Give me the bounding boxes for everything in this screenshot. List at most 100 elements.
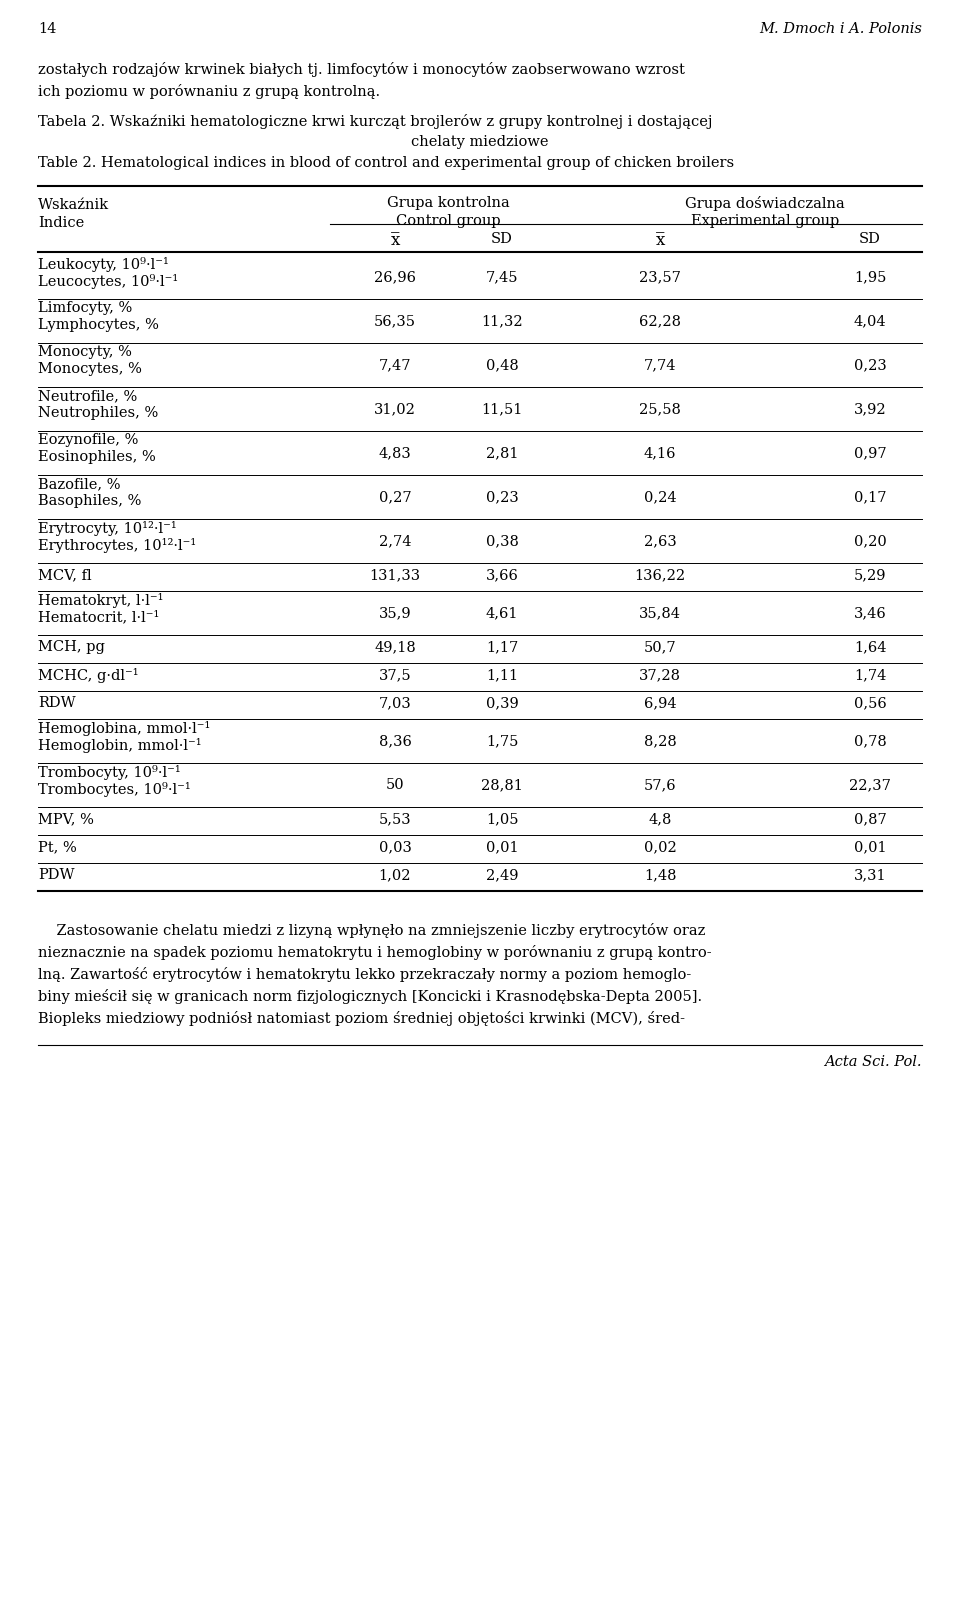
Text: 0,02: 0,02: [643, 840, 677, 854]
Text: 0,97: 0,97: [853, 446, 886, 460]
Text: Monocytes, %: Monocytes, %: [38, 361, 142, 376]
Text: 11,32: 11,32: [481, 314, 523, 327]
Text: 0,03: 0,03: [378, 840, 412, 854]
Text: SD: SD: [859, 232, 881, 246]
Text: 4,8: 4,8: [648, 812, 672, 827]
Text: 136,22: 136,22: [635, 567, 685, 582]
Text: Leucocytes, 10⁹·l⁻¹: Leucocytes, 10⁹·l⁻¹: [38, 274, 179, 289]
Text: 28,81: 28,81: [481, 778, 523, 793]
Text: RDW: RDW: [38, 695, 76, 710]
Text: 1,95: 1,95: [853, 271, 886, 284]
Text: 50,7: 50,7: [644, 640, 676, 653]
Text: Bazofile, %: Bazofile, %: [38, 477, 121, 491]
Text: 0,56: 0,56: [853, 695, 886, 710]
Text: Experimental group: Experimental group: [691, 214, 839, 229]
Text: Limfocyty, %: Limfocyty, %: [38, 302, 132, 314]
Text: Erythrocytes, 10¹²·l⁻¹: Erythrocytes, 10¹²·l⁻¹: [38, 538, 196, 553]
Text: 1,02: 1,02: [379, 867, 411, 882]
Text: 62,28: 62,28: [639, 314, 681, 327]
Text: 1,05: 1,05: [486, 812, 518, 827]
Text: 7,03: 7,03: [378, 695, 412, 710]
Text: Tabela 2. Wskaźniki hematologiczne krwi kurcząt brojlerów z grupy kontrolnej i d: Tabela 2. Wskaźniki hematologiczne krwi …: [38, 113, 712, 130]
Text: 131,33: 131,33: [370, 567, 420, 582]
Text: 0,78: 0,78: [853, 734, 886, 747]
Text: 0,39: 0,39: [486, 695, 518, 710]
Text: 4,16: 4,16: [644, 446, 676, 460]
Text: 8,28: 8,28: [643, 734, 677, 747]
Text: 0,48: 0,48: [486, 358, 518, 371]
Text: Eozynofile, %: Eozynofile, %: [38, 433, 138, 447]
Text: 56,35: 56,35: [374, 314, 416, 327]
Text: 7,74: 7,74: [644, 358, 676, 371]
Text: 2,74: 2,74: [379, 533, 411, 548]
Text: biny mieścił się w granicach norm fizjologicznych [Koncicki i Krasnodębska-Depta: biny mieścił się w granicach norm fizjol…: [38, 989, 702, 1003]
Text: Neutrophiles, %: Neutrophiles, %: [38, 405, 158, 420]
Text: Control group: Control group: [396, 214, 501, 229]
Text: SD: SD: [492, 232, 513, 246]
Text: Acta Sci. Pol.: Acta Sci. Pol.: [825, 1055, 922, 1068]
Text: 4,04: 4,04: [853, 314, 886, 327]
Text: 0,01: 0,01: [853, 840, 886, 854]
Text: 57,6: 57,6: [644, 778, 676, 793]
Text: lną. Zawartość erytrocytów i hematokrytu lekko przekraczały normy a poziom hemog: lną. Zawartość erytrocytów i hematokrytu…: [38, 968, 691, 982]
Text: x̅: x̅: [656, 232, 664, 250]
Text: 4,83: 4,83: [378, 446, 412, 460]
Text: 26,96: 26,96: [374, 271, 416, 284]
Text: 0,87: 0,87: [853, 812, 886, 827]
Text: 5,29: 5,29: [853, 567, 886, 582]
Text: 0,01: 0,01: [486, 840, 518, 854]
Text: 22,37: 22,37: [849, 778, 891, 793]
Text: MCHC, g·dl⁻¹: MCHC, g·dl⁻¹: [38, 668, 138, 682]
Text: Zastosowanie chelatu miedzi z lizyną wpłynęło na zmniejszenie liczby erytrocytów: Zastosowanie chelatu miedzi z lizyną wpł…: [38, 922, 706, 939]
Text: 11,51: 11,51: [481, 402, 522, 417]
Text: 1,75: 1,75: [486, 734, 518, 747]
Text: Indice: Indice: [38, 216, 84, 230]
Text: PDW: PDW: [38, 867, 75, 882]
Text: 35,9: 35,9: [378, 606, 411, 619]
Text: Trombocytes, 10⁹·l⁻¹: Trombocytes, 10⁹·l⁻¹: [38, 781, 191, 798]
Text: 1,11: 1,11: [486, 668, 518, 682]
Text: Hemoglobin, mmol·l⁻¹: Hemoglobin, mmol·l⁻¹: [38, 738, 202, 754]
Text: 50: 50: [386, 778, 404, 793]
Text: 3,66: 3,66: [486, 567, 518, 582]
Text: Hematokryt, l·l⁻¹: Hematokryt, l·l⁻¹: [38, 593, 163, 608]
Text: 7,47: 7,47: [379, 358, 411, 371]
Text: 3,46: 3,46: [853, 606, 886, 619]
Text: Grupa doświadczalna: Grupa doświadczalna: [685, 196, 845, 211]
Text: 35,84: 35,84: [639, 606, 681, 619]
Text: 3,31: 3,31: [853, 867, 886, 882]
Text: 2,81: 2,81: [486, 446, 518, 460]
Text: 37,28: 37,28: [639, 668, 681, 682]
Text: 1,48: 1,48: [644, 867, 676, 882]
Text: MCV, fl: MCV, fl: [38, 567, 91, 582]
Text: 0,38: 0,38: [486, 533, 518, 548]
Text: 0,23: 0,23: [853, 358, 886, 371]
Text: Eosinophiles, %: Eosinophiles, %: [38, 451, 156, 464]
Text: 37,5: 37,5: [378, 668, 411, 682]
Text: 0,20: 0,20: [853, 533, 886, 548]
Text: 0,23: 0,23: [486, 490, 518, 504]
Text: Erytrocyty, 10¹²·l⁻¹: Erytrocyty, 10¹²·l⁻¹: [38, 520, 177, 537]
Text: 14: 14: [38, 23, 57, 36]
Text: MPV, %: MPV, %: [38, 812, 94, 827]
Text: 3,92: 3,92: [853, 402, 886, 417]
Text: 4,61: 4,61: [486, 606, 518, 619]
Text: Lymphocytes, %: Lymphocytes, %: [38, 318, 158, 332]
Text: Basophiles, %: Basophiles, %: [38, 494, 141, 507]
Text: 8,36: 8,36: [378, 734, 412, 747]
Text: Leukocyty, 10⁹·l⁻¹: Leukocyty, 10⁹·l⁻¹: [38, 258, 169, 272]
Text: M. Dmoch i A. Polonis: M. Dmoch i A. Polonis: [759, 23, 922, 36]
Text: 23,57: 23,57: [639, 271, 681, 284]
Text: Wskaźnik: Wskaźnik: [38, 198, 109, 212]
Text: nieznacznie na spadek poziomu hematokrytu i hemoglobiny w porównaniu z grupą kon: nieznacznie na spadek poziomu hematokryt…: [38, 945, 711, 960]
Text: 0,24: 0,24: [644, 490, 676, 504]
Text: 2,49: 2,49: [486, 867, 518, 882]
Text: 49,18: 49,18: [374, 640, 416, 653]
Text: 1,64: 1,64: [853, 640, 886, 653]
Text: Grupa kontrolna: Grupa kontrolna: [387, 196, 510, 211]
Text: 31,02: 31,02: [374, 402, 416, 417]
Text: 2,63: 2,63: [643, 533, 677, 548]
Text: ich poziomu w porównaniu z grupą kontrolną.: ich poziomu w porównaniu z grupą kontrol…: [38, 84, 380, 99]
Text: Pt, %: Pt, %: [38, 840, 77, 854]
Text: 0,27: 0,27: [378, 490, 411, 504]
